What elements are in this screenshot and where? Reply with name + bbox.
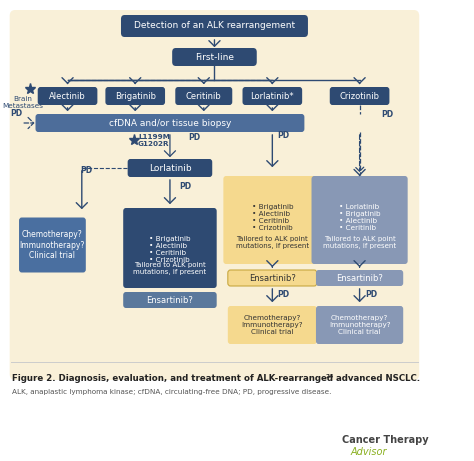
Text: Crizotinib: Crizotinib	[339, 91, 380, 100]
FancyBboxPatch shape	[330, 87, 390, 105]
Text: Brigatinib: Brigatinib	[115, 91, 156, 100]
Text: Alectinib: Alectinib	[49, 91, 86, 100]
Text: Chemotherapy?
Immunotherapy?
Clinical trial: Chemotherapy? Immunotherapy? Clinical tr…	[242, 315, 303, 335]
Text: Chemotherapy?
Immunotherapy?
Clinical trial: Chemotherapy? Immunotherapy? Clinical tr…	[329, 315, 391, 335]
Text: cfDNA and/or tissue biopsy: cfDNA and/or tissue biopsy	[109, 118, 231, 128]
FancyBboxPatch shape	[9, 10, 419, 380]
Text: • Lorlatinib
• Brigatinib
• Alectinib
• Ceritinib: • Lorlatinib • Brigatinib • Alectinib • …	[339, 204, 381, 231]
Text: Ensartinib?: Ensartinib?	[249, 273, 296, 283]
Text: Ensartinib?: Ensartinib?	[146, 296, 193, 305]
Text: Ceritinib: Ceritinib	[186, 91, 222, 100]
Text: • Brigatinib
• Alectinib
• Ceritinib
• Crizotinib: • Brigatinib • Alectinib • Ceritinib • C…	[149, 236, 191, 263]
Text: • Brigatinib
• Alectinib
• Ceritinib
• Crizotinib: • Brigatinib • Alectinib • Ceritinib • C…	[252, 204, 293, 231]
FancyBboxPatch shape	[38, 87, 97, 105]
Text: ALK, anaplastic lymphoma kinase; cfDNA, circulating-free DNA; PD, progressive di: ALK, anaplastic lymphoma kinase; cfDNA, …	[12, 389, 332, 395]
FancyBboxPatch shape	[175, 87, 232, 105]
Text: PD: PD	[81, 165, 92, 175]
Text: PD: PD	[278, 290, 290, 299]
FancyBboxPatch shape	[128, 159, 212, 177]
FancyBboxPatch shape	[311, 176, 408, 264]
FancyBboxPatch shape	[123, 292, 217, 308]
Text: PD: PD	[11, 109, 23, 118]
Text: PD: PD	[365, 290, 377, 299]
Text: PD: PD	[277, 130, 289, 140]
Text: Chemotherapy?
Immunotherapy?
Clinical trial: Chemotherapy? Immunotherapy? Clinical tr…	[20, 230, 85, 260]
Text: First-line: First-line	[195, 53, 234, 61]
Text: 24: 24	[326, 374, 334, 379]
FancyBboxPatch shape	[36, 114, 304, 132]
Text: Lorlatinib: Lorlatinib	[149, 164, 191, 172]
Text: Tailored to ALK point
mutations, if present: Tailored to ALK point mutations, if pres…	[133, 261, 207, 274]
Text: Tailored to ALK point
mutations, if present: Tailored to ALK point mutations, if pres…	[236, 236, 309, 248]
FancyBboxPatch shape	[223, 176, 321, 264]
FancyBboxPatch shape	[123, 208, 217, 288]
Text: Cancer Therapy: Cancer Therapy	[342, 435, 428, 445]
FancyBboxPatch shape	[228, 306, 317, 344]
FancyBboxPatch shape	[228, 270, 317, 286]
Text: Advisor: Advisor	[351, 447, 387, 457]
FancyBboxPatch shape	[243, 87, 302, 105]
Text: Figure 2. Diagnosis, evaluation, and treatment of ALK-rearranged advanced NSCLC.: Figure 2. Diagnosis, evaluation, and tre…	[12, 374, 420, 383]
FancyBboxPatch shape	[121, 15, 308, 37]
Text: Lorlatinib*: Lorlatinib*	[251, 91, 294, 100]
Text: Brain
Metastases: Brain Metastases	[2, 96, 44, 109]
FancyBboxPatch shape	[172, 48, 257, 66]
Text: PD: PD	[189, 132, 201, 142]
FancyBboxPatch shape	[105, 87, 165, 105]
Text: Tailored to ALK point
mutations, if present: Tailored to ALK point mutations, if pres…	[323, 236, 396, 248]
FancyBboxPatch shape	[316, 270, 403, 286]
Text: L1199M
G1202R: L1199M G1202R	[138, 134, 170, 147]
Text: Ensartinib?: Ensartinib?	[336, 273, 383, 283]
FancyBboxPatch shape	[316, 306, 403, 344]
FancyBboxPatch shape	[19, 218, 86, 272]
Text: Detection of an ALK rearrangement: Detection of an ALK rearrangement	[134, 22, 295, 30]
Text: PD: PD	[381, 110, 393, 119]
Text: PD: PD	[179, 182, 191, 191]
